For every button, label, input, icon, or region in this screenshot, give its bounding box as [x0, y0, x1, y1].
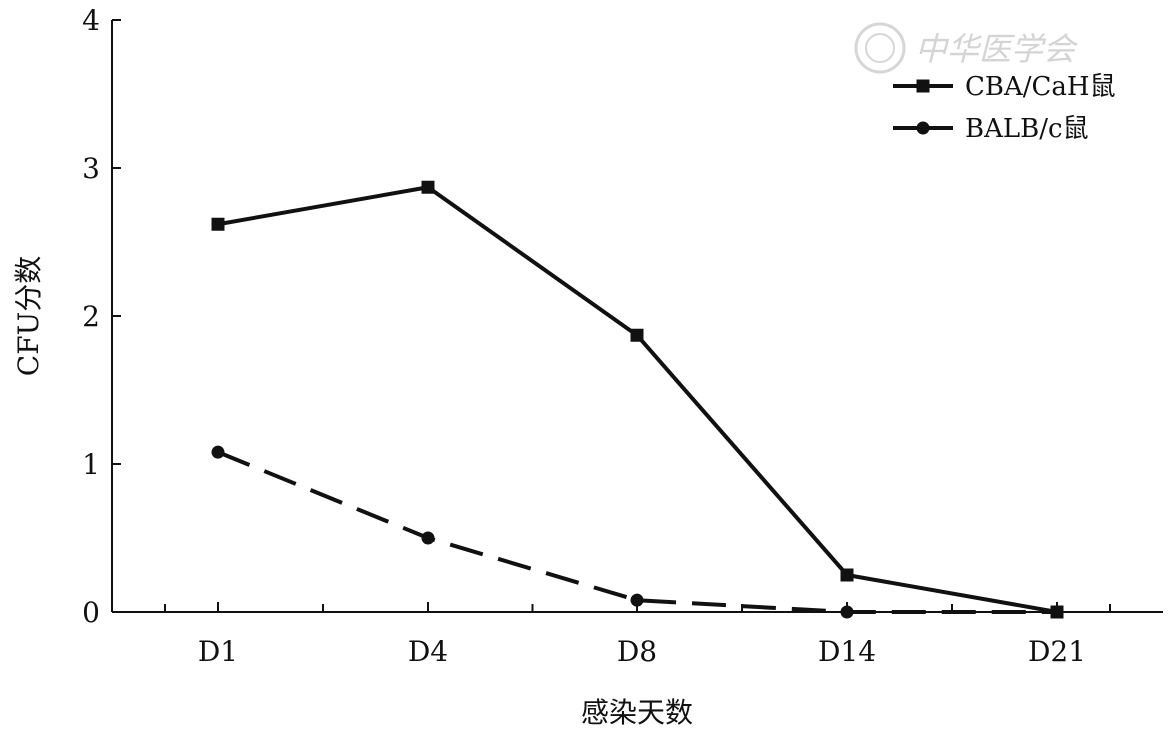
series-layer: [211, 180, 1064, 619]
data-point-square: [421, 180, 435, 194]
x-tick-label: D8: [617, 635, 657, 668]
series-1: [211, 445, 1064, 619]
axes: 0 1 2 3 4 D1 D4 D8 D14 D21: [82, 4, 1163, 668]
data-point-circle: [630, 593, 644, 607]
data-point-circle: [211, 445, 225, 459]
y-axis-title: CFU分数: [12, 256, 45, 376]
watermark-seal-icon: [854, 22, 906, 74]
x-tick-label: D14: [818, 635, 876, 668]
legend-item: CBA/CaH鼠: [893, 72, 1116, 102]
y-tick-label: 0: [82, 596, 100, 629]
y-tick-label: 2: [82, 300, 100, 333]
legend-item: BALB/c鼠: [893, 114, 1089, 144]
series-0: [211, 180, 1064, 619]
x-tick-label: D4: [408, 635, 448, 668]
watermark-seal-inner: [865, 33, 895, 63]
y-tick-label: 4: [82, 4, 100, 37]
watermark-text: 中华医学会: [915, 30, 1078, 68]
x-tick-label: D1: [198, 635, 238, 668]
legend: CBA/CaH鼠 BALB/c鼠: [893, 72, 1116, 144]
data-point-circle: [421, 531, 435, 545]
data-point-circle: [1050, 605, 1064, 619]
x-ticks: D1 D4 D8 D14 D21: [164, 602, 1111, 668]
watermark: 中华医学会: [854, 22, 1078, 74]
data-point-square: [840, 568, 854, 582]
y-tick-label: 3: [82, 152, 100, 185]
legend-label: BALB/c鼠: [965, 114, 1089, 144]
data-point-square: [211, 217, 225, 231]
y-ticks: 0 1 2 3 4: [82, 4, 121, 629]
data-point-circle: [840, 605, 854, 619]
series-line: [217, 185, 1058, 614]
legend-label: CBA/CaH鼠: [965, 72, 1116, 102]
data-point-square: [630, 328, 644, 342]
legend-circle-marker: [916, 121, 930, 135]
x-axis-title: 感染天数: [581, 696, 693, 729]
y-tick-label: 1: [82, 448, 100, 481]
series-line: [217, 450, 1057, 614]
x-tick-label: D21: [1028, 635, 1086, 668]
legend-square-marker: [916, 79, 930, 93]
